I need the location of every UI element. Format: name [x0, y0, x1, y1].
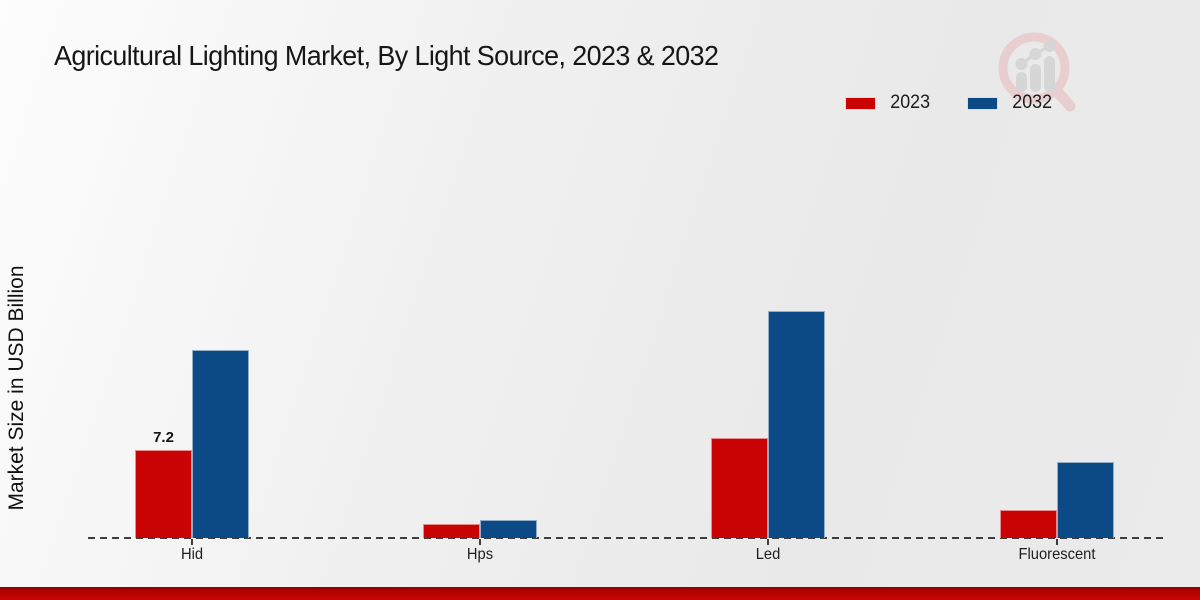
- bar-2032-hid: [192, 349, 249, 538]
- legend-item-2023: 2023: [845, 92, 931, 114]
- bar-2023-hps: [423, 524, 480, 538]
- legend-label-2032: 2032: [1012, 92, 1053, 113]
- x-tick-led: [767, 539, 769, 545]
- bar-2023-hid: [135, 449, 192, 538]
- x-tick-label-hid: Hid: [180, 546, 204, 563]
- legend-swatch-2032: [967, 96, 999, 110]
- x-tick-hid: [191, 539, 193, 545]
- bar-2032-hps: [480, 519, 537, 538]
- bar-2023-led: [711, 438, 768, 538]
- legend-swatch-2023: [845, 96, 876, 110]
- data-label-2023-hid: 7.2: [153, 428, 174, 446]
- bar-2032-fluorescent: [1057, 461, 1114, 538]
- legend-item-2032: 2032: [967, 92, 1053, 114]
- x-tick-label-fluorescent: Fluorescent: [1018, 546, 1096, 563]
- legend: 2023 2032: [845, 92, 1054, 114]
- x-tick-label-led: Led: [755, 546, 781, 563]
- magnifier-bar-chart-logo-watermark: [998, 32, 1076, 112]
- chart-title: Agricultural Lighting Market, By Light S…: [54, 40, 719, 71]
- bar-2032-led: [768, 310, 825, 538]
- x-tick-hps: [479, 539, 481, 545]
- x-tick-fluorescent: [1056, 539, 1058, 545]
- bar-2023-fluorescent: [1000, 509, 1057, 538]
- footer-red-bar: [0, 587, 1200, 600]
- x-axis-baseline: [88, 537, 1163, 539]
- x-tick-label-hps: Hps: [466, 546, 494, 563]
- legend-label-2023: 2023: [890, 92, 931, 113]
